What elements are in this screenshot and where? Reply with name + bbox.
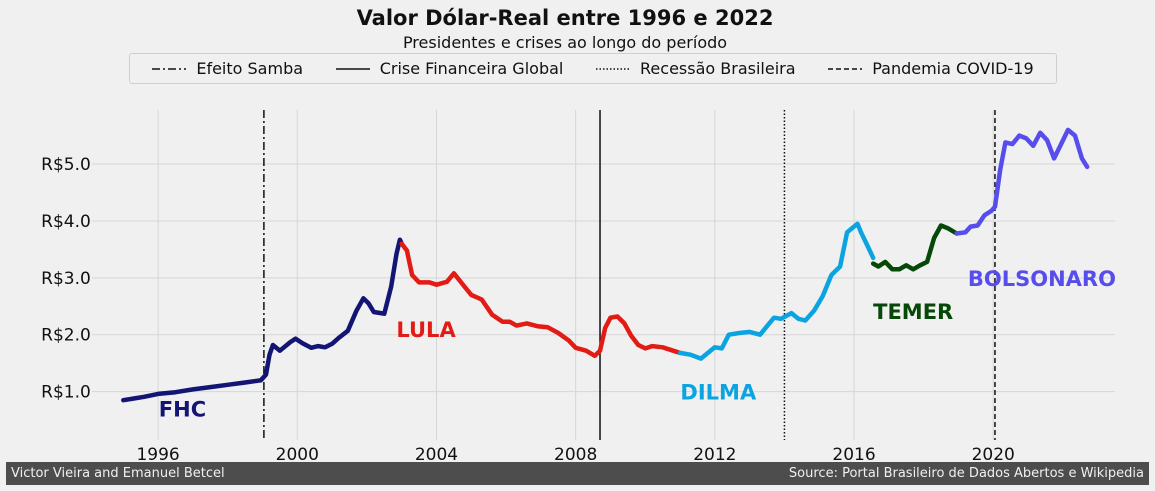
series-label: LULA bbox=[396, 318, 456, 342]
y-tick-label: R$3.0 bbox=[41, 269, 91, 289]
series-label: FHC bbox=[159, 398, 206, 422]
legend-label: Efeito Samba bbox=[196, 59, 304, 78]
series-line bbox=[121, 237, 404, 403]
footer-credits: Victor Vieira and Emanuel Betcel bbox=[11, 466, 225, 481]
legend-item-crise-financeira: Crise Financeira Global bbox=[335, 59, 564, 78]
legend-item-pandemia: Pandemia COVID-19 bbox=[828, 59, 1034, 78]
series-line bbox=[677, 221, 876, 361]
legend: Efeito Samba Crise Financeira Global Rec… bbox=[129, 53, 1057, 84]
legend-item-recessao: Recessão Brasileira bbox=[596, 59, 796, 78]
y-tick-label: R$1.0 bbox=[41, 383, 91, 403]
series-label: BOLSONARO bbox=[968, 267, 1116, 291]
footer: Victor Vieira and Emanuel Betcel Source:… bbox=[6, 462, 1149, 485]
legend-label: Recessão Brasileira bbox=[640, 59, 796, 78]
series-label: DILMA bbox=[680, 381, 757, 405]
chart-title: Valor Dólar-Real entre 1996 e 2022 bbox=[356, 6, 774, 30]
legend-label: Pandemia COVID-19 bbox=[872, 59, 1034, 78]
series-line bbox=[399, 241, 683, 359]
y-tick-label: R$2.0 bbox=[41, 326, 91, 346]
chart-subtitle: Presidentes e crises ao longo do período bbox=[402, 33, 728, 52]
series-label: TEMER bbox=[873, 300, 953, 324]
legend-swatch-dashed bbox=[828, 67, 863, 70]
series-line bbox=[870, 223, 959, 272]
footer-source: Source: Portal Brasileiro de Dados Abert… bbox=[788, 466, 1144, 481]
y-tick-label: R$5.0 bbox=[41, 155, 91, 175]
legend-label: Crise Financeira Global bbox=[379, 59, 564, 78]
legend-item-efeito-samba: Efeito Samba bbox=[152, 59, 303, 78]
y-tick-label: R$4.0 bbox=[41, 212, 91, 232]
legend-swatch-dotted bbox=[596, 67, 631, 70]
series-line bbox=[954, 127, 1090, 236]
legend-swatch-dashdot bbox=[152, 67, 187, 70]
legend-swatch-solid bbox=[335, 67, 370, 70]
